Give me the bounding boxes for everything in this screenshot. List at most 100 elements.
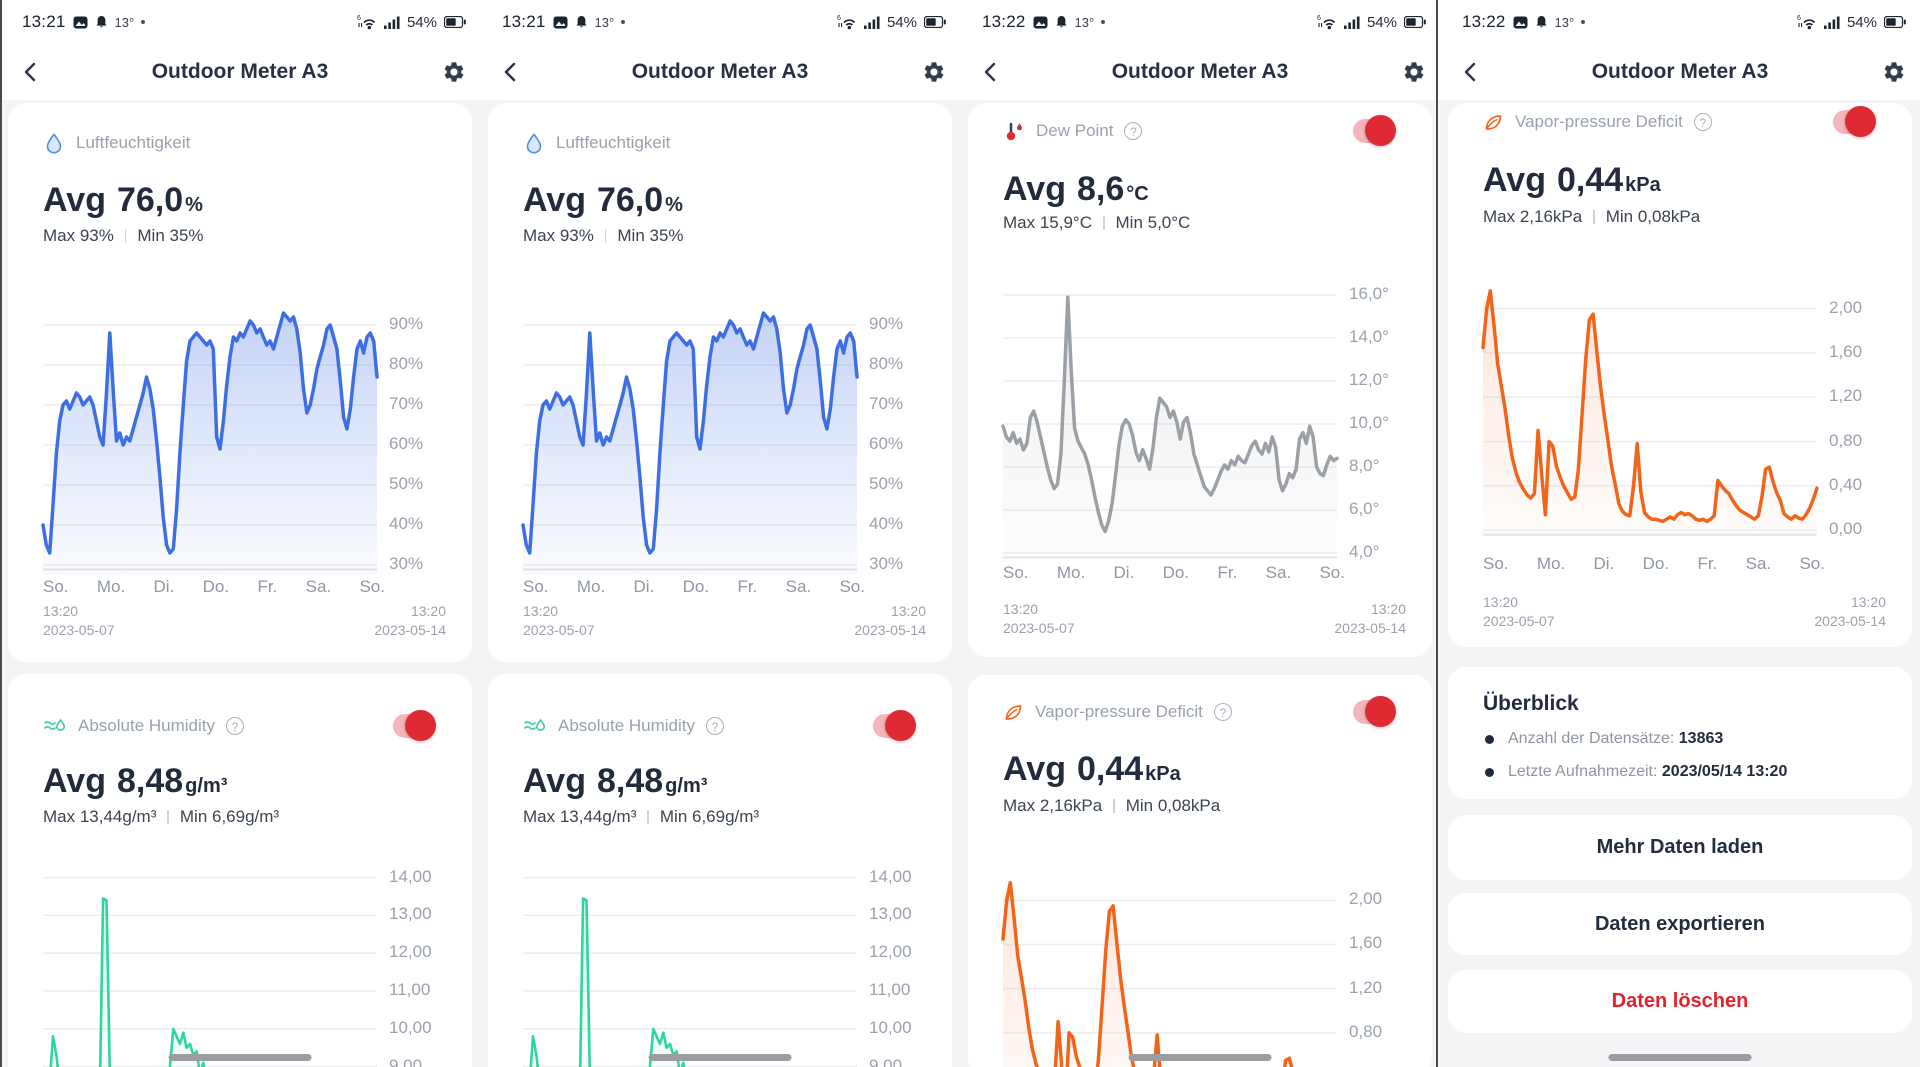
droplet-icon	[46, 133, 62, 154]
settings-button[interactable]	[1402, 60, 1426, 84]
humidity-chart[interactable]: 90% 80% 70% 60% 50% 40% 30%	[521, 285, 903, 575]
max-min-row: Max 13,44g/m³ Min 6,69g/m³	[523, 805, 759, 829]
y-axis-label: 8,0°	[1349, 456, 1380, 476]
chart-start-timestamp: 13:20 2023-05-07	[43, 603, 115, 638]
app-bar: Outdoor Meter A3	[0, 44, 480, 100]
chart-start-timestamp: 13:20 2023-05-07	[1483, 594, 1555, 629]
status-bar: 13:21 13° 6 54%	[0, 0, 480, 44]
y-axis-label: 14,0°	[1349, 326, 1389, 346]
status-dot-icon	[1581, 20, 1586, 24]
y-axis-label: 50%	[869, 474, 904, 493]
status-time: 13:22	[1462, 12, 1506, 31]
divider	[604, 229, 607, 243]
home-indicator[interactable]	[648, 1054, 792, 1061]
absolute-humidity-toggle[interactable]	[873, 710, 916, 741]
help-icon[interactable]: ?	[1693, 113, 1712, 131]
help-icon[interactable]: ?	[226, 717, 245, 735]
help-icon[interactable]: ?	[706, 717, 725, 735]
x-axis-labels: So. Mo. Di. Do. Fr. Sa. So.	[1483, 554, 1825, 573]
min-value: Min 5,0°C	[1115, 213, 1191, 232]
status-temperature: 13°	[594, 14, 615, 30]
y-axis-label: 14,00	[869, 866, 912, 886]
y-axis-label: 10,00	[869, 1017, 912, 1037]
vpd-chart[interactable]: 2,001,601,200,800,400,00	[1001, 865, 1382, 1067]
overview-item-count: Anzahl der Datensätze: 13863	[1485, 728, 1723, 750]
back-button[interactable]	[18, 59, 44, 85]
y-axis-label: 70%	[389, 394, 424, 413]
y-axis-label: 6,0°	[1349, 499, 1380, 519]
export-data-button[interactable]: Daten exportieren	[1448, 893, 1912, 955]
settings-button[interactable]	[442, 60, 466, 84]
y-axis-label: 9,00	[389, 1055, 423, 1067]
card-title: Luftfeuchtigkeit	[556, 133, 671, 152]
dew-point-chart[interactable]: 16,0° 14,0° 12,0° 10,0° 8,0° 6,0° 4,0°	[1001, 270, 1389, 561]
vpd-toggle[interactable]	[1833, 106, 1876, 137]
divider	[1593, 210, 1595, 224]
record-count: 13863	[1678, 730, 1724, 747]
absolute-humidity-toggle[interactable]	[393, 710, 436, 741]
vpd-toggle[interactable]	[1353, 696, 1396, 727]
chart-end-timestamp: 13:20 2023-05-14	[374, 603, 446, 638]
app-bar: Outdoor Meter A3	[960, 44, 1440, 100]
screenshot-notification-icon	[73, 16, 88, 28]
last-record-time: 2023/05/14 13:20	[1661, 763, 1788, 780]
bullet-icon	[1485, 767, 1494, 777]
status-time: 13:21	[22, 12, 66, 31]
settings-button[interactable]	[1882, 60, 1906, 84]
x-axis-labels: So. Mo. Di. Do. Fr. Sa. So.	[1003, 563, 1345, 582]
min-value: Min 35%	[617, 226, 684, 245]
divider	[124, 229, 127, 243]
home-indicator[interactable]	[1608, 1054, 1752, 1061]
y-axis-label: 12,0°	[1349, 369, 1389, 389]
y-axis-label: 0,40	[1829, 474, 1863, 494]
bell-icon	[1536, 16, 1546, 28]
absolute-humidity-chart[interactable]: 14,00 13,00 12,00 11,00 10,00 9,00	[43, 850, 432, 1067]
battery-percent: 54%	[1366, 13, 1397, 31]
svg-text:6: 6	[837, 15, 841, 22]
phone-screen-2: 13:21 13° 6 54% Outdoor Meter A3 Luftfeu	[480, 0, 960, 1067]
card-title: Absolute Humidity	[558, 716, 696, 735]
battery-icon	[1404, 16, 1426, 28]
settings-button[interactable]	[922, 60, 946, 84]
y-axis-label: 16,0°	[1349, 283, 1389, 303]
min-value: Min 0,08kPa	[1605, 207, 1701, 226]
max-value: Max 2,16kPa	[1003, 796, 1103, 815]
overview-item-last-record: Letzte Aufnahmezeit: 2023/05/14 13:20	[1485, 761, 1787, 783]
chart-start-timestamp: 13:20 2023-05-07	[523, 603, 595, 638]
absolute-humidity-icon	[44, 718, 66, 731]
dew-point-toggle[interactable]	[1353, 115, 1396, 146]
max-value: Max 93%	[43, 226, 114, 245]
card-title-row: Luftfeuchtigkeit	[43, 131, 190, 155]
signal-icon	[1823, 16, 1840, 29]
y-axis-label: 30%	[869, 554, 904, 573]
divider	[1113, 799, 1115, 813]
humidity-chart[interactable]: 90% 80% 70% 60% 50% 40% 30%	[41, 285, 423, 575]
y-axis-label: 90%	[389, 314, 424, 333]
max-min-row: Max 93% Min 35%	[523, 224, 684, 248]
home-indicator[interactable]	[168, 1054, 312, 1061]
absolute-humidity-chart[interactable]: 14,00 13,00 12,00 11,00 10,00 9,00	[523, 850, 912, 1067]
y-axis-label: 11,00	[389, 979, 431, 999]
divider	[1103, 216, 1105, 230]
y-axis-label: 9,00	[869, 1055, 903, 1067]
chart-time-range: 13:20 2023-05-07 13:20 2023-05-14	[1483, 593, 1886, 631]
delete-data-button[interactable]: Daten löschen	[1448, 970, 1912, 1033]
home-indicator[interactable]	[1128, 1054, 1272, 1061]
back-button[interactable]	[1458, 59, 1484, 85]
help-icon[interactable]: ?	[1213, 703, 1232, 721]
card-title-row: Absolute Humidity ?	[43, 714, 245, 738]
y-axis-label: 30%	[389, 554, 424, 573]
phone-screen-4: 13:22 13° 6 54% Outdoor Meter A3 Vapor-p	[1440, 0, 1920, 1067]
help-icon[interactable]: ?	[1124, 122, 1143, 140]
battery-icon	[1884, 16, 1906, 28]
load-more-data-button[interactable]: Mehr Daten laden	[1448, 815, 1912, 880]
back-button[interactable]	[978, 59, 1004, 85]
humidity-card: Luftfeuchtigkeit Avg 76,0% Max 93% Min 35%…	[8, 103, 472, 662]
back-button[interactable]	[498, 59, 524, 85]
y-axis-label: 0,40	[1349, 1066, 1382, 1067]
chart-time-range: 13:20 2023-05-07 13:20 2023-05-14	[1003, 600, 1406, 638]
divider	[167, 810, 169, 824]
overview-card: Überblick Anzahl der Datensätze: 13863 L…	[1448, 667, 1912, 799]
chart-end-timestamp: 13:20 2023-05-14	[1334, 601, 1406, 636]
